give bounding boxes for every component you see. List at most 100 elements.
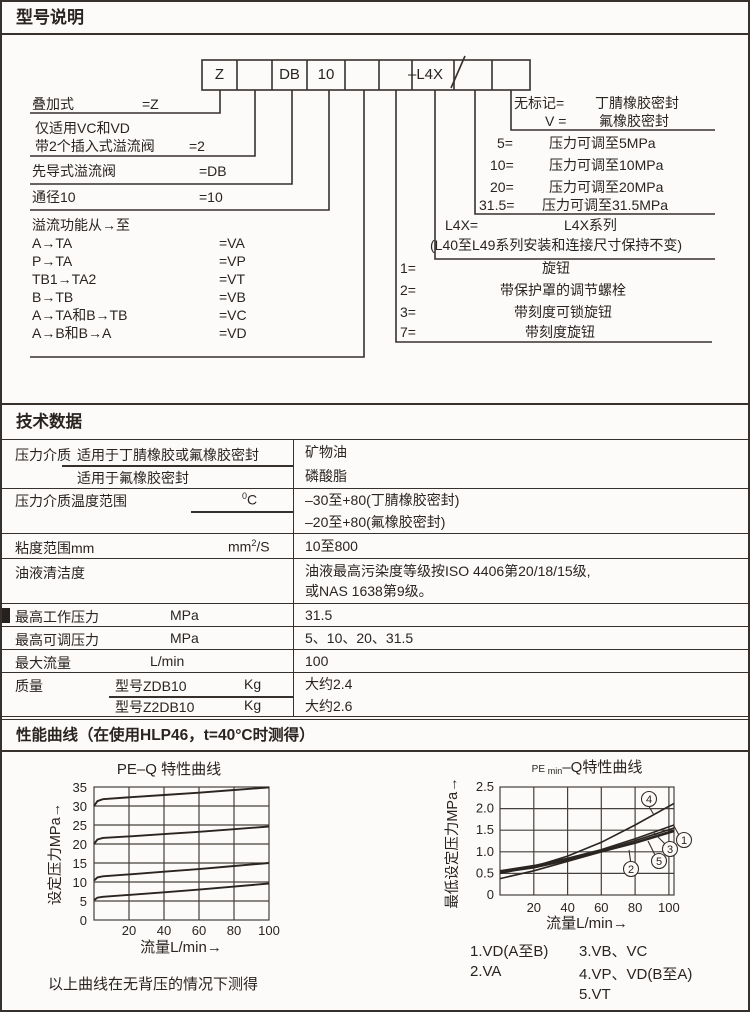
page-edge-marker xyxy=(2,608,10,623)
row-label: 质量 xyxy=(15,678,43,694)
row-label: 最高工作压力 xyxy=(15,609,99,625)
row-value: 5、10、20、31.5 xyxy=(293,627,748,649)
curve-label-2: 2 xyxy=(622,860,640,878)
model-option-code: 31.5= xyxy=(479,197,515,213)
chart-series xyxy=(499,802,675,880)
table-row: 最高工作压力 MPa 31.5 xyxy=(2,604,748,627)
model-option-label: 压力可调至10MPa xyxy=(549,157,664,173)
svg-text:2.5: 2.5 xyxy=(476,779,494,794)
table-row: 油液清洁度 油液最高污染度等级按ISO 4406第20/18/15级, 或NAS… xyxy=(2,559,748,604)
table-row: 适用于氟橡胶密封 磷酸脂 xyxy=(2,465,748,489)
model-option-code: 10= xyxy=(490,157,514,173)
curve-label-4: 4 xyxy=(640,790,658,808)
model-option-label: 压力可调至20MPa xyxy=(549,179,664,195)
model-option-code: L4X= xyxy=(445,217,479,233)
curve-label-3: 3 xyxy=(661,840,679,858)
model-option-code: =10 xyxy=(199,189,223,205)
x-axis-label: 流量L/min→ xyxy=(546,915,628,932)
legend-item: 4.VP、VD(B至A) xyxy=(579,966,693,983)
svg-text:60: 60 xyxy=(594,900,608,915)
function-code: =VT xyxy=(219,271,246,287)
model-code-cell: 10 xyxy=(317,66,335,83)
perf-section-title: 性能曲线（在使用HLP46，t=40°C时测得） xyxy=(2,719,748,752)
row-value-line2: 或NAS 1638第9级。 xyxy=(305,583,433,599)
row-value-line1: 油液最高污染度等级按ISO 4406第20/18/15级, xyxy=(305,563,591,579)
table-row: 最高可调压力 MPa 5、10、20、31.5 xyxy=(2,627,748,650)
legend-item: 3.VB、VC xyxy=(579,943,648,960)
table-row: 最大流量 L/min 100 xyxy=(2,650,748,673)
row-value: –30至+80(丁腈橡胶密封) xyxy=(293,489,748,511)
model-option-code: 7= xyxy=(400,324,416,340)
row-value: 矿物油 xyxy=(293,440,748,465)
row-sublabel: 适用于氟橡胶密封 xyxy=(77,470,189,486)
model-option-code: =DB xyxy=(199,163,227,179)
row-unit: 0C xyxy=(242,491,258,508)
series-设定压力31.5MPa xyxy=(93,786,270,807)
table-row: 质量 型号ZDB10 Kg 大约2.4 xyxy=(2,673,748,698)
series-设定压力5MPa xyxy=(93,882,270,901)
svg-text:100: 100 xyxy=(258,923,280,938)
y-tick-labels: 0 5 10 15 20 25 30 35 xyxy=(73,780,87,928)
svg-text:40: 40 xyxy=(560,900,574,915)
table-row: 压力介质温度范围 0C –30至+80(丁腈橡胶密封) xyxy=(2,489,748,513)
legend-item: 5.VT xyxy=(579,986,611,1003)
row-sublabel: 适用于丁腈橡胶或氟橡胶密封 xyxy=(77,447,259,463)
model-option-code: =2 xyxy=(189,138,205,154)
x-tick-labels: 20 40 60 80 100 xyxy=(122,923,280,938)
svg-text:30: 30 xyxy=(73,799,87,814)
row-unit: MPa xyxy=(170,630,199,646)
svg-text:20: 20 xyxy=(527,900,541,915)
row-value: 10至800 xyxy=(293,534,748,558)
svg-text:0.5: 0.5 xyxy=(476,865,494,880)
row-label: 油液清洁度 xyxy=(15,565,85,581)
model-option-label: 带刻度可锁旋钮 xyxy=(514,304,612,320)
model-code-cell: DB xyxy=(279,66,300,83)
function-code: =VB xyxy=(219,289,246,305)
svg-text:5: 5 xyxy=(80,894,87,909)
svg-text:3: 3 xyxy=(667,844,673,856)
row-unit: Kg xyxy=(244,697,262,713)
table-row: 压力介质 适用于丁腈橡胶或氟橡胶密封 矿物油 xyxy=(2,440,748,467)
function-code: =VD xyxy=(219,325,247,341)
chart-title: PE min–Q特性曲线 xyxy=(532,759,643,776)
svg-text:2: 2 xyxy=(628,864,634,876)
model-option-label: 旋钮 xyxy=(542,260,570,276)
svg-text:100: 100 xyxy=(658,900,680,915)
table-row: 型号Z2DB10 Kg 大约2.6 xyxy=(2,696,748,717)
row-label: 压力介质 xyxy=(15,447,71,463)
series-4.VP、VD(B至A) xyxy=(499,802,675,875)
curve-labels: 4 1 3 5 2 xyxy=(622,790,693,878)
function-code: =VP xyxy=(219,253,246,269)
model-option-label: 带2个插入式溢流阀 xyxy=(35,138,155,154)
function-label: B→TB xyxy=(32,289,74,305)
chart-title: PE–Q 特性曲线 xyxy=(117,761,221,778)
function-list-header: 溢流功能从→至 xyxy=(32,217,130,233)
chart-note: 以上曲线在无背压的情况下测得 xyxy=(48,976,259,993)
function-code: =VA xyxy=(219,235,245,251)
row-label: 压力介质温度范围 xyxy=(15,493,127,509)
row-unit: Kg xyxy=(244,676,262,692)
svg-text:20: 20 xyxy=(73,837,87,852)
row-sublabel: 型号ZDB10 xyxy=(115,678,187,694)
legend-item: 1.VD(A至B) xyxy=(470,943,549,960)
svg-text:25: 25 xyxy=(73,818,87,833)
svg-text:10: 10 xyxy=(73,875,87,890)
model-option-label: 叠加式 xyxy=(32,96,74,112)
y-axis-label: 设定压力MPa→ xyxy=(47,803,64,905)
model-code-cell: Z xyxy=(214,66,225,83)
x-tick-labels: 20 40 60 80 100 xyxy=(527,900,680,915)
tech-section-title: 技术数据 xyxy=(2,403,748,440)
model-option-label: 带刻度旋钮 xyxy=(525,324,595,340)
model-option-code: 3= xyxy=(400,304,416,320)
chart-grid xyxy=(93,786,270,921)
svg-text:40: 40 xyxy=(157,923,171,938)
row-label: 最大流量 xyxy=(15,655,71,671)
svg-text:1.0: 1.0 xyxy=(476,844,494,859)
curve-label-1: 1 xyxy=(675,831,693,849)
svg-text:5: 5 xyxy=(656,856,662,868)
chart-grid xyxy=(499,786,675,896)
legend-item: 2.VA xyxy=(470,963,502,980)
svg-text:15: 15 xyxy=(73,856,87,871)
curve-label-5: 5 xyxy=(650,852,668,870)
